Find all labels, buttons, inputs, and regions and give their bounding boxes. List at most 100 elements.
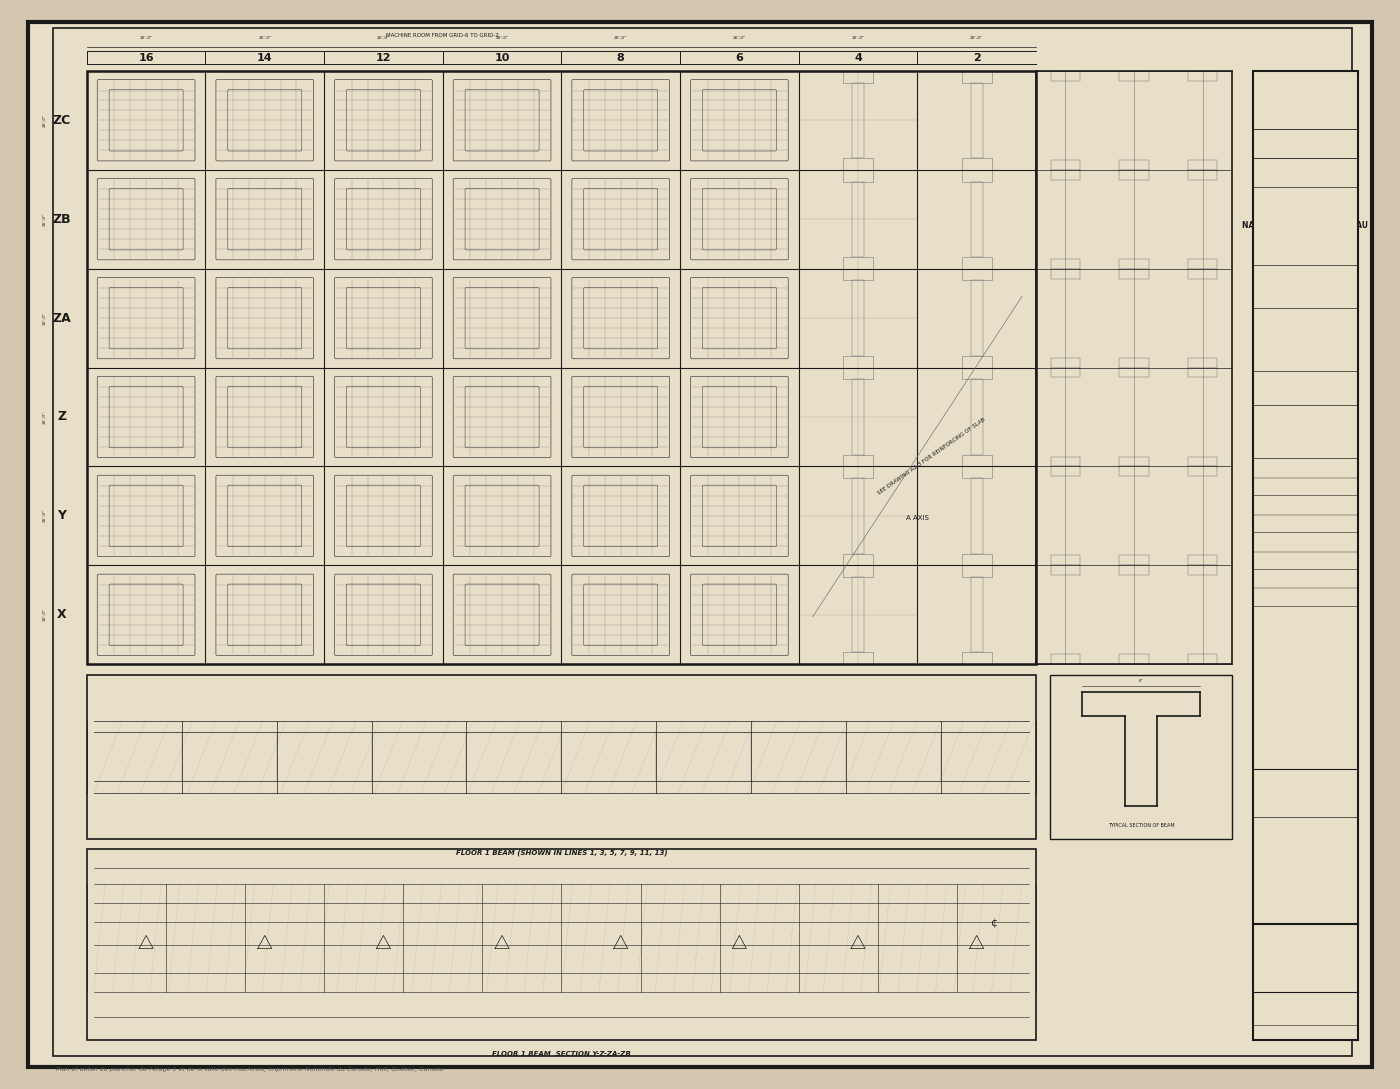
Text: 4: 4 (854, 52, 862, 63)
Text: 20'-0": 20'-0" (43, 212, 46, 225)
Bar (843, 454, 872, 466)
Bar (1050, 71, 1081, 81)
Text: 6: 6 (735, 52, 743, 63)
Bar (1187, 259, 1218, 269)
Text: Y: Y (57, 510, 66, 523)
Bar (970, 281, 983, 356)
Text: FLOOR 1 BEAM  SECTION Y-Z-ZA-ZB: FLOOR 1 BEAM SECTION Y-Z-ZA-ZB (491, 1051, 631, 1057)
Text: 20'-0": 20'-0" (377, 36, 391, 40)
Text: ZB: ZB (52, 212, 71, 225)
Bar (1187, 71, 1218, 81)
Text: 20'-0": 20'-0" (43, 510, 46, 523)
Bar (962, 257, 991, 269)
Text: SECTION THROUGH JOIST: SECTION THROUGH JOIST (1285, 328, 1291, 407)
Text: FLOOR 1 SLAB: FLOOR 1 SLAB (1270, 953, 1341, 962)
Bar (1120, 357, 1149, 367)
Bar (1050, 466, 1081, 476)
Bar (970, 83, 983, 158)
Text: NATIONAL PRINTING BUREAU: NATIONAL PRINTING BUREAU (1243, 221, 1369, 231)
Bar (970, 182, 983, 257)
Bar (843, 466, 872, 478)
Bar (1050, 555, 1081, 565)
Text: 6": 6" (1138, 678, 1144, 683)
Bar (962, 652, 991, 664)
Bar (962, 158, 991, 170)
Bar (1050, 357, 1081, 367)
Text: 20'-0": 20'-0" (43, 609, 46, 622)
Bar (1187, 160, 1218, 170)
Bar (1187, 466, 1218, 476)
Text: 16: 16 (139, 52, 154, 63)
Bar (962, 367, 991, 379)
Text: Z: Z (57, 411, 66, 424)
Bar (87, 675, 1036, 839)
Bar (87, 849, 1036, 1040)
Bar (843, 652, 872, 664)
Bar (87, 71, 1036, 664)
Text: 20'-0": 20'-0" (258, 36, 272, 40)
Bar (1187, 565, 1218, 575)
Bar (843, 170, 872, 182)
Bar (1253, 71, 1358, 1040)
Text: A AXIS: A AXIS (906, 515, 928, 521)
Bar (843, 565, 872, 577)
Text: SCALE: SCALE (1299, 752, 1312, 756)
Text: DRAWING NO.: DRAWING NO. (1288, 97, 1323, 102)
Bar (1120, 466, 1149, 476)
Text: 20'-0": 20'-0" (496, 36, 508, 40)
Bar (1120, 555, 1149, 565)
Bar (853, 577, 864, 652)
Bar (1050, 269, 1081, 279)
Bar (853, 379, 864, 454)
Text: 10: 10 (494, 52, 510, 63)
Bar (970, 478, 983, 553)
Text: 20'-0": 20'-0" (615, 36, 627, 40)
Bar (1120, 170, 1149, 180)
Text: ERNEST CORMIER: ERNEST CORMIER (1271, 338, 1340, 343)
Bar (1050, 565, 1081, 575)
Bar (962, 356, 991, 367)
Bar (962, 553, 991, 565)
Text: X: X (57, 609, 66, 622)
Text: ZC: ZC (52, 113, 71, 126)
Bar (1120, 456, 1149, 466)
Bar (853, 478, 864, 553)
Bar (843, 158, 872, 170)
Bar (1050, 675, 1232, 839)
Text: 20'-0": 20'-0" (43, 113, 46, 126)
Bar (1050, 654, 1081, 664)
Bar (962, 565, 991, 577)
Text: DEPARTMENT OF PUBLIC WORKS CANADA: DEPARTMENT OF PUBLIC WORKS CANADA (1263, 171, 1348, 174)
Text: POWER HOUSE: POWER HOUSE (1282, 999, 1329, 1004)
Bar (853, 281, 864, 356)
Bar (843, 71, 872, 83)
Bar (1120, 259, 1149, 269)
Bar (1036, 71, 1232, 664)
Bar (962, 269, 991, 281)
Bar (1050, 259, 1081, 269)
Bar (970, 577, 983, 652)
Bar (1120, 160, 1149, 170)
Text: REVISIONS: REVISIONS (1295, 450, 1316, 454)
Bar (1050, 456, 1081, 466)
Text: YY-12: YY-12 (1294, 139, 1317, 148)
Bar (970, 379, 983, 454)
Bar (843, 356, 872, 367)
Text: 20'-0": 20'-0" (140, 36, 153, 40)
Bar (962, 466, 991, 478)
Bar (962, 454, 991, 466)
Text: 20'-0": 20'-0" (851, 36, 865, 40)
Bar (962, 170, 991, 182)
Bar (1120, 71, 1149, 81)
Bar (843, 257, 872, 269)
Text: DATE: DATE (1301, 387, 1310, 391)
Bar (843, 553, 872, 565)
Bar (1187, 456, 1218, 466)
Bar (1187, 170, 1218, 180)
Bar (1187, 555, 1218, 565)
Bar (853, 182, 864, 257)
Bar (1120, 654, 1149, 664)
Bar (1120, 269, 1149, 279)
Bar (1050, 170, 1081, 180)
Bar (843, 367, 872, 379)
